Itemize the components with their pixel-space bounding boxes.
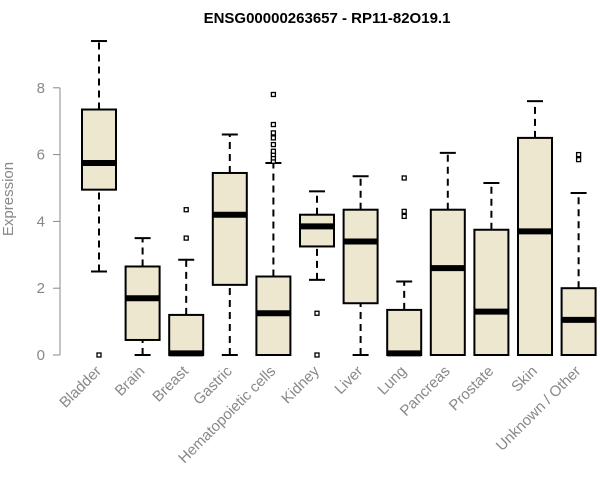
box-group <box>342 175 379 356</box>
box-group <box>386 175 423 357</box>
outlier-point <box>314 352 320 358</box>
box-group <box>81 40 117 358</box>
y-tick-label: 6 <box>37 147 45 164</box>
outlier-point <box>270 121 277 128</box>
iqr-box <box>299 213 335 248</box>
outlier-point <box>270 135 277 141</box>
outlier-point <box>401 213 407 220</box>
category-label: Kidney <box>278 362 323 407</box>
outlier-point <box>401 208 407 215</box>
outlier-point <box>270 91 277 98</box>
outlier-point <box>183 235 189 241</box>
category-label: Brain <box>112 363 149 400</box>
outlier-point <box>575 156 582 163</box>
y-tick-label: 4 <box>37 213 45 230</box>
outlier-point <box>270 130 277 136</box>
box-group <box>255 91 292 357</box>
box-group <box>429 151 466 356</box>
outlier-point <box>314 310 320 316</box>
box-group <box>473 181 510 356</box>
category-label: Bladder <box>56 363 105 412</box>
iqr-box <box>211 171 248 286</box>
iqr-box <box>124 265 161 341</box>
y-tick-label: 8 <box>37 80 45 97</box>
iqr-box <box>168 313 205 357</box>
category-label: Liver <box>331 363 366 398</box>
box-group <box>168 207 205 357</box>
iqr-box <box>429 208 466 356</box>
plot-area <box>81 40 597 358</box>
y-axis-label: Expression <box>0 162 17 236</box>
outlier-point <box>183 207 189 213</box>
outlier-point <box>401 175 407 181</box>
iqr-box <box>386 308 423 357</box>
iqr-box <box>517 136 553 356</box>
iqr-box <box>473 228 510 356</box>
box-group <box>517 100 553 356</box>
outlier-point <box>270 141 277 148</box>
y-axis: 0 2 4 6 8 <box>37 80 61 364</box>
category-label: Breast <box>149 362 192 405</box>
outlier-point <box>575 151 582 158</box>
box-group <box>560 151 597 357</box>
chart-title: ENSG00000263657 - RP11-82O19.1 <box>204 10 451 27</box>
y-tick-label: 2 <box>37 280 45 297</box>
box-group <box>124 237 161 356</box>
box-group <box>211 133 248 356</box>
iqr-box <box>342 208 379 305</box>
outlier-point <box>270 148 277 154</box>
category-label: Skin <box>508 363 541 396</box>
category-label: Lung <box>374 363 410 399</box>
outlier-point <box>96 352 102 358</box>
iqr-box <box>81 108 117 191</box>
category-label: Prostate <box>446 363 498 415</box>
box-group <box>299 190 335 358</box>
y-tick-label: 0 <box>37 347 45 364</box>
